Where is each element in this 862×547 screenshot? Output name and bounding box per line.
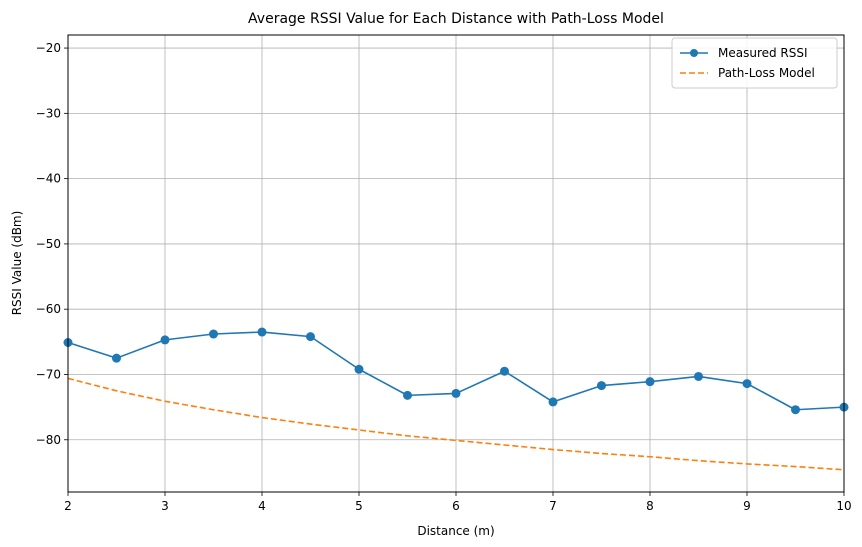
data-point xyxy=(209,329,218,339)
y-tick-label: −70 xyxy=(36,367,61,381)
y-tick-label: −30 xyxy=(36,106,61,120)
data-point xyxy=(354,364,364,374)
axis-ticks: 2 3 4 5 6 7 8 9 10 −80 −70 −60 −50 −40 −30 −20 xyxy=(36,41,852,513)
data-point xyxy=(451,388,461,398)
data-point xyxy=(597,381,606,391)
data-point xyxy=(306,332,315,342)
data-point xyxy=(742,379,752,389)
x-tick-label: 5 xyxy=(355,499,363,513)
x-tick-label: 3 xyxy=(161,499,169,513)
y-tick-label: −50 xyxy=(36,237,61,251)
data-point xyxy=(791,405,800,415)
series-layer xyxy=(63,327,849,471)
y-tick-label: −40 xyxy=(36,172,61,186)
x-tick-label: 7 xyxy=(549,499,557,513)
x-tick-label: 6 xyxy=(452,499,460,513)
y-axis-label: RSSI Value (dBm) xyxy=(10,211,24,316)
data-point xyxy=(257,327,267,337)
data-point xyxy=(112,353,121,363)
grid xyxy=(67,35,845,492)
x-tick-label: 4 xyxy=(258,499,266,513)
data-point xyxy=(645,377,655,387)
legend-marker xyxy=(690,49,698,57)
legend-label: Path-Loss Model xyxy=(718,66,815,80)
data-point xyxy=(403,390,412,400)
x-tick-label: 9 xyxy=(743,499,751,513)
x-axis-label: Distance (m) xyxy=(417,524,494,538)
legend-box xyxy=(671,37,838,89)
x-tick-label: 2 xyxy=(64,499,72,513)
y-tick-label: −80 xyxy=(36,433,61,447)
x-tick-label: 8 xyxy=(646,499,654,513)
data-point xyxy=(160,335,170,345)
legend-label: Measured RSSI xyxy=(718,46,808,60)
chart-title: Average RSSI Value for Each Distance wit… xyxy=(248,11,664,27)
legend: Measured RSSI Path-Loss Model xyxy=(671,37,838,89)
series-line-2 xyxy=(67,377,845,471)
data-point xyxy=(548,397,558,407)
x-tick-label: 10 xyxy=(836,499,851,513)
y-tick-label: −20 xyxy=(36,41,61,55)
data-point xyxy=(694,371,703,381)
y-tick-label: −60 xyxy=(36,302,61,316)
data-point xyxy=(500,366,509,376)
